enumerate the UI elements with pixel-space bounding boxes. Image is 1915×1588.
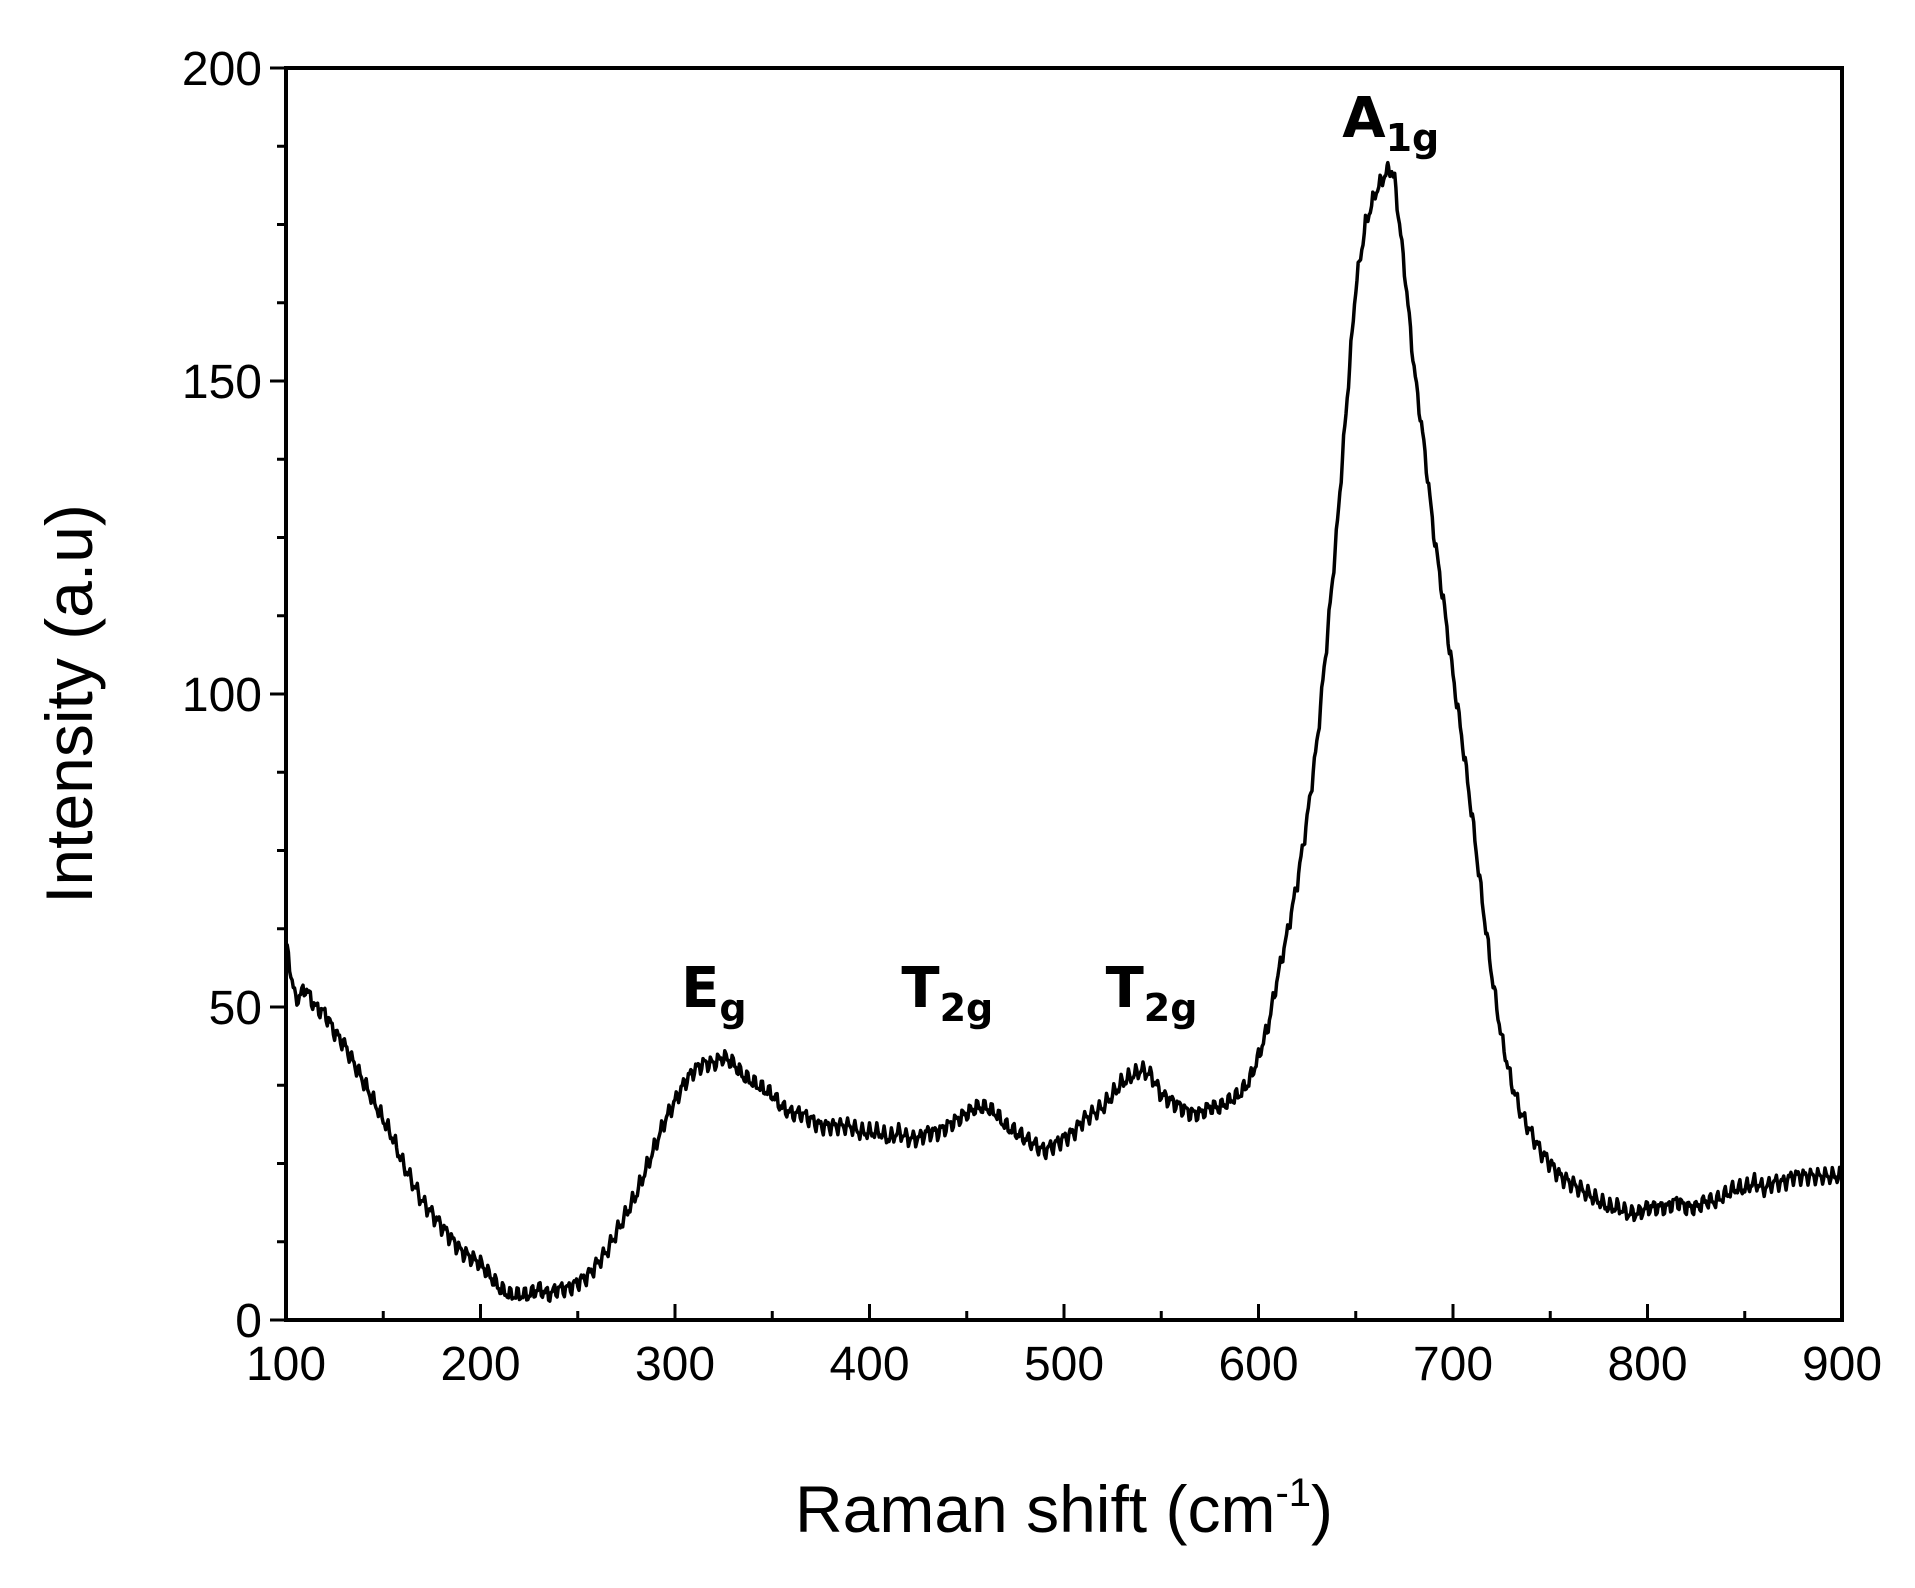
peak-label-a1g: A1g [1342,86,1439,160]
x-tick-label: 900 [1802,1338,1882,1391]
x-tick-label: 700 [1413,1338,1493,1391]
x-tick-label: 400 [829,1338,909,1391]
x-tick-label: 600 [1218,1338,1298,1391]
peak-label-subscript: 1g [1386,116,1440,160]
x-axis-title: Raman shift (cm-1) [795,1471,1333,1546]
y-tick-label: 100 [182,669,262,722]
peak-label-base: A [1342,86,1386,151]
peak-label-subscript: g [719,986,746,1030]
axis-ticks: 100 200 300 400 500 600 700 800 900 0 50 100 150 200 [182,43,1882,1391]
x-tick-label: 100 [246,1338,326,1391]
peak-label-subscript: 2g [940,986,994,1030]
x-axis-title-superscript: -1 [1275,1471,1311,1515]
y-tick-label: 0 [235,1295,262,1348]
peak-label-base: T [901,956,939,1021]
peak-label-t2g-1: T2g [901,956,993,1030]
y-axis-title: Intensity (a.u) [32,504,106,904]
x-axis-title-close: ) [1311,1472,1333,1546]
y-tick-label: 150 [182,356,262,409]
peak-label-subscript: 2g [1144,986,1198,1030]
x-tick-label: 300 [635,1338,715,1391]
x-tick-label: 500 [1024,1338,1104,1391]
y-tick-label: 50 [209,982,262,1035]
peak-label-base: T [1106,956,1144,1021]
x-tick-label: 800 [1607,1338,1687,1391]
peak-label-eg: Eg [681,956,746,1030]
x-axis-title-main: Raman shift (cm [795,1472,1275,1546]
peak-label-t2g-2: T2g [1106,956,1198,1030]
x-tick-label: 200 [440,1338,520,1391]
y-tick-label: 200 [182,43,262,96]
peak-label-base: E [681,956,719,1021]
spectrum-line [284,160,1844,1303]
